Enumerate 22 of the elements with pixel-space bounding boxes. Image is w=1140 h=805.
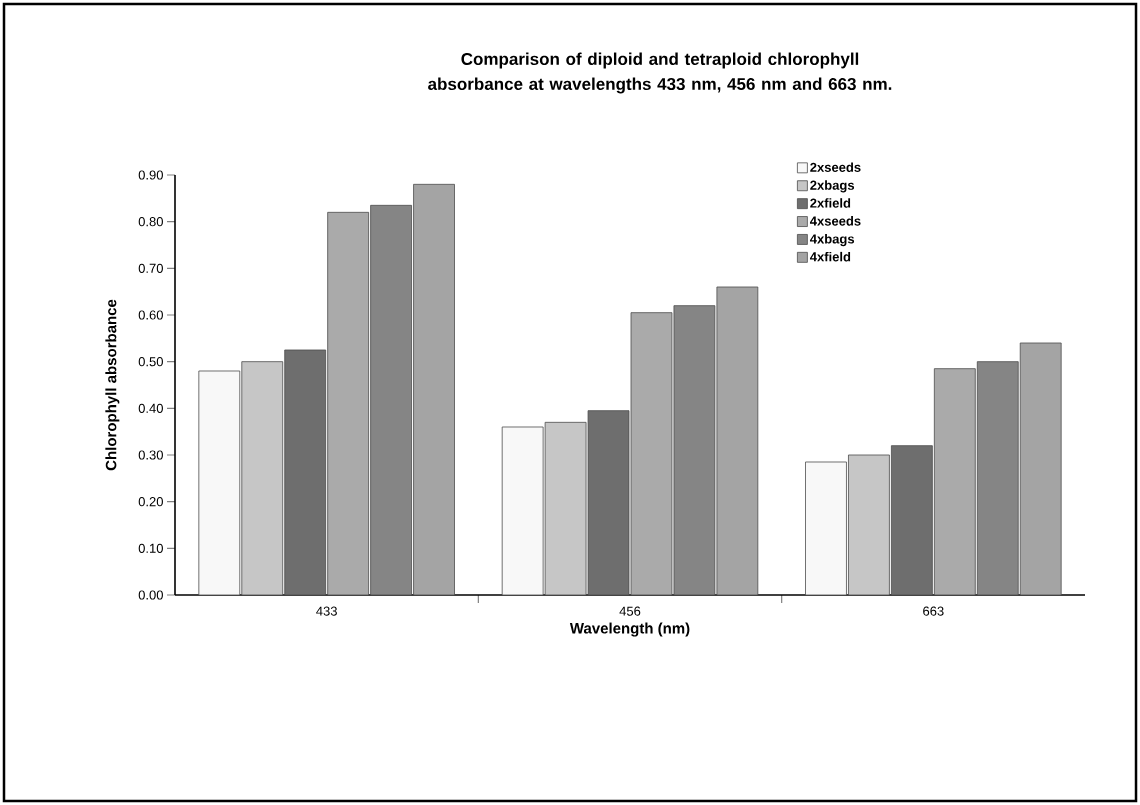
x-tick-label: 433 <box>316 606 337 616</box>
legend-label: 2xfield <box>810 198 851 208</box>
y-tick-label: 0.40 <box>138 403 163 413</box>
y-axis-title: Chlorophyll absorbance <box>105 299 120 471</box>
x-axis-title: Wavelength (nm) <box>569 622 690 637</box>
chart-title: Comparison of diploid and tetraploid chlorophyll absorbance at wavelengths 433 nm, 456 nm and 663 nm. <box>428 52 892 94</box>
y-tick-label: 0.20 <box>138 497 163 507</box>
legend-label: 2xseeds <box>810 162 861 172</box>
y-tick-label: 0.70 <box>138 263 163 273</box>
y-tick-label: 0.90 <box>138 170 163 180</box>
y-tick-label: 0.60 <box>138 310 163 320</box>
x-tick-label: 663 <box>923 606 944 616</box>
legend-label: 4xbags <box>809 233 855 247</box>
legend-label: 2xbags <box>810 180 855 193</box>
y-tick-label: 0.10 <box>138 543 163 553</box>
y-tick-label: 0.00 <box>138 590 163 600</box>
legend-label: 4xseeds <box>809 216 861 226</box>
y-tick-label: 0.50 <box>138 357 163 367</box>
x-tick-label: 456 <box>619 606 641 616</box>
y-tick-label: 0.30 <box>138 450 163 460</box>
y-tick-label: 0.80 <box>138 217 163 227</box>
legend-label: 4xfield <box>809 251 851 262</box>
